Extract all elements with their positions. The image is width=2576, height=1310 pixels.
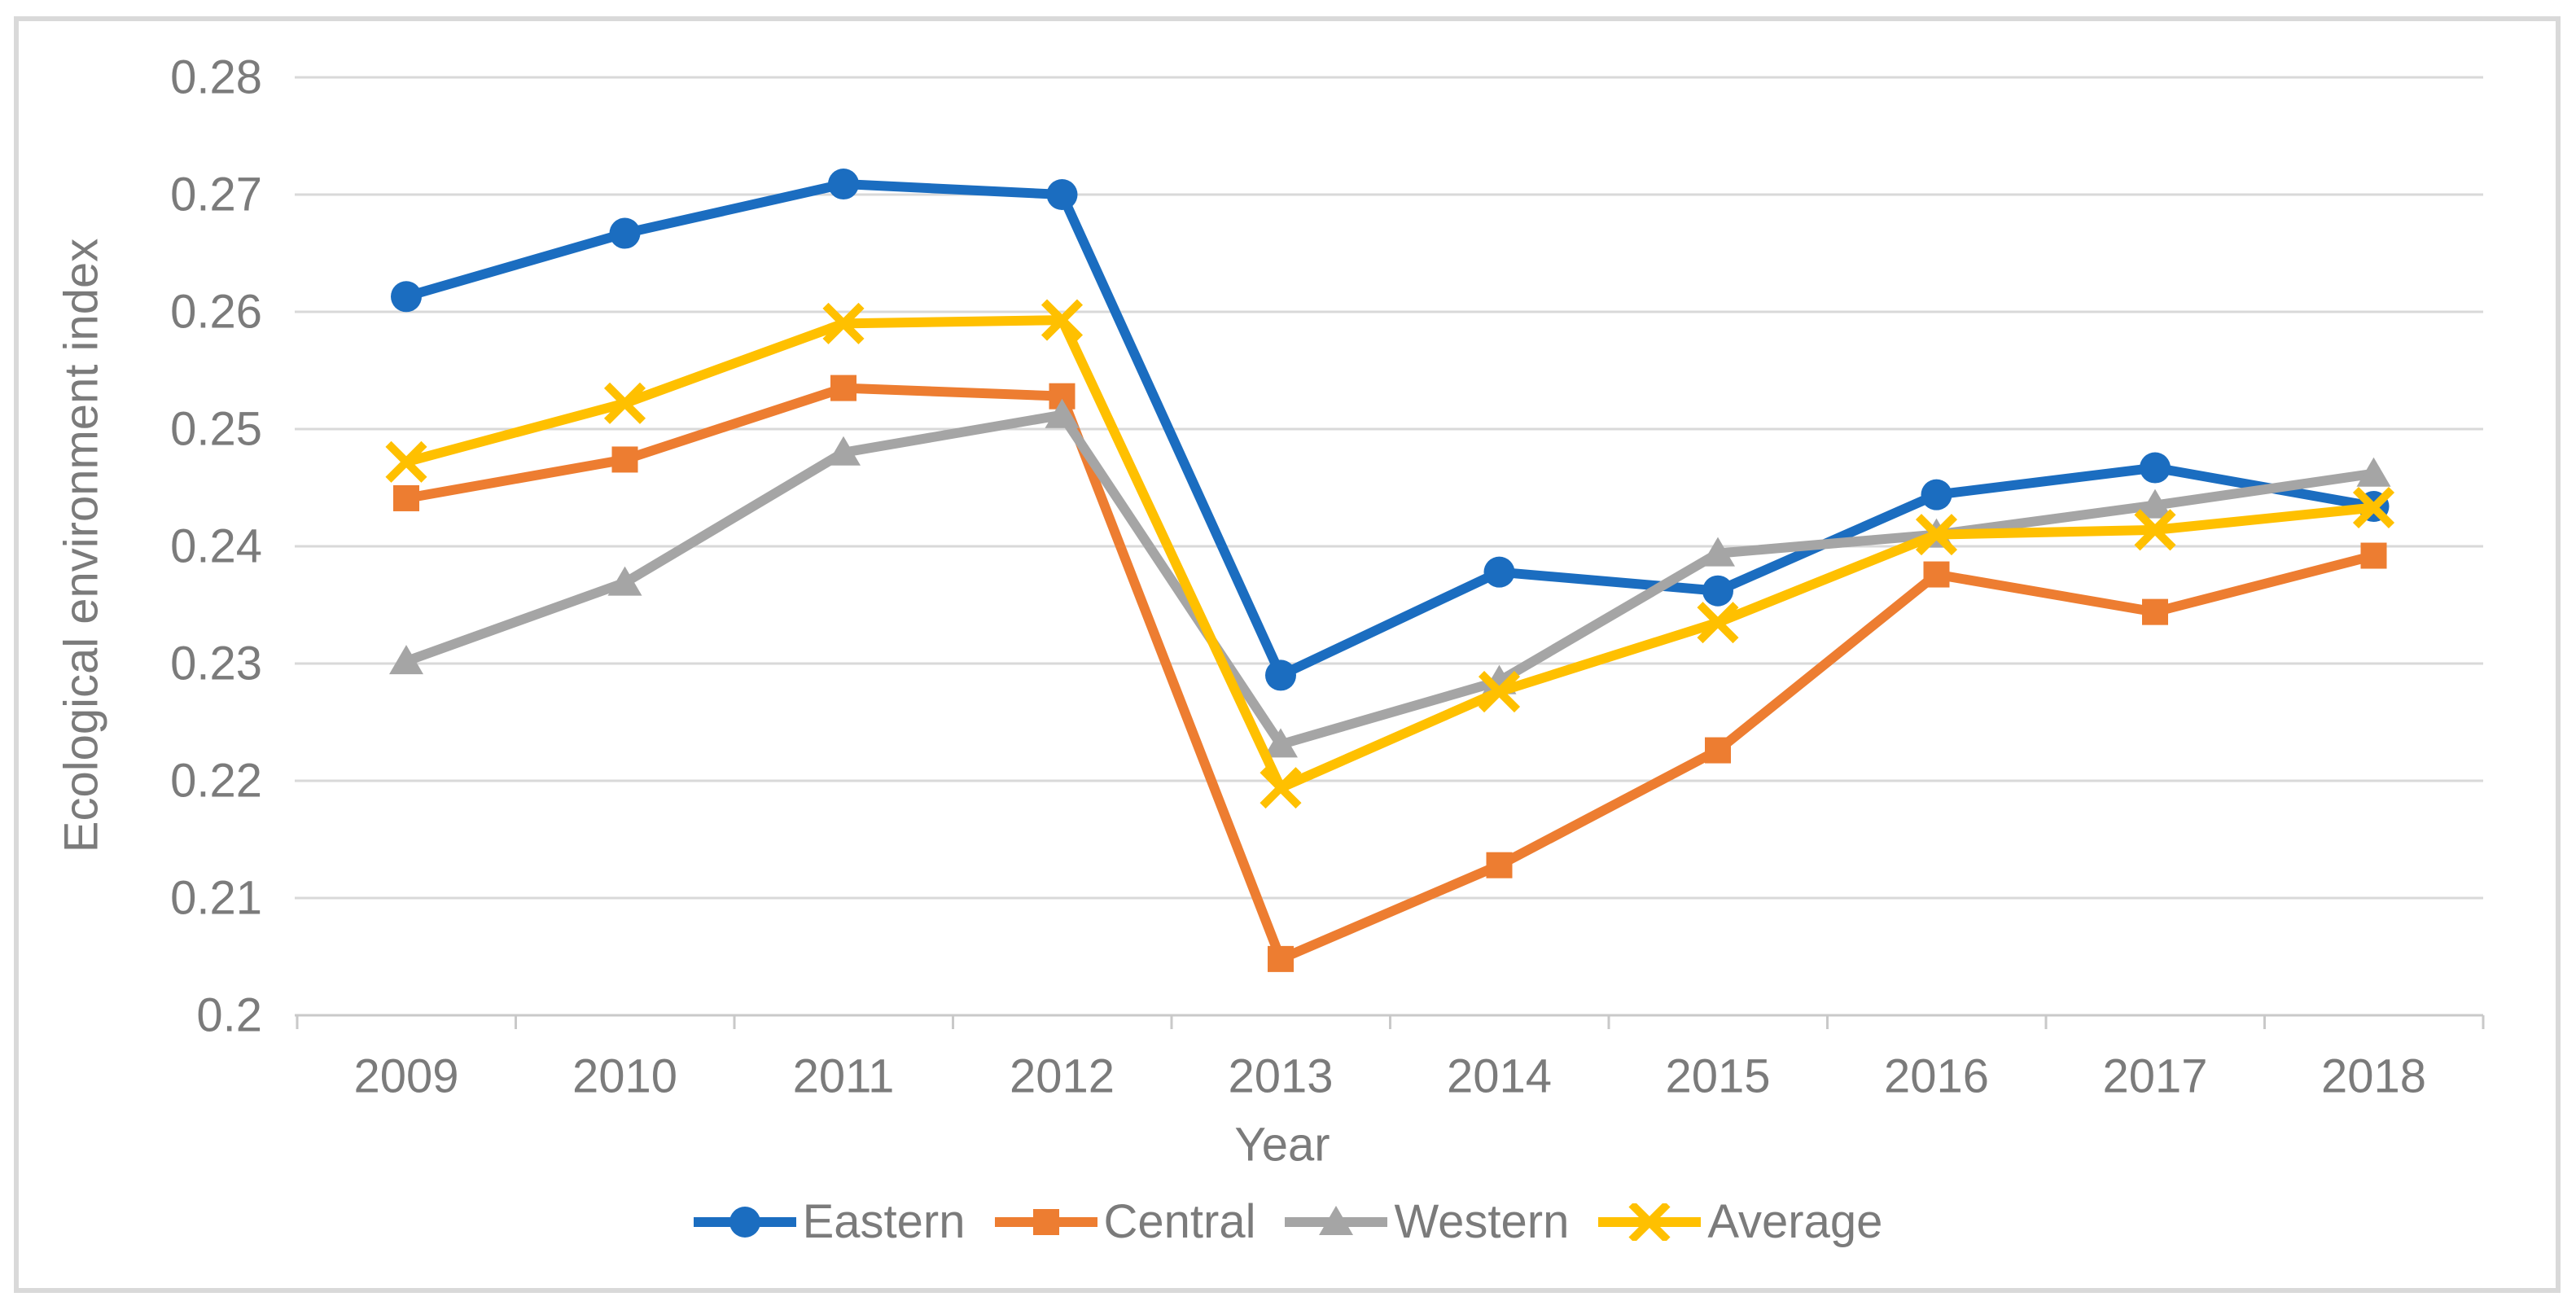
- x-axis-title: Year: [1234, 1118, 1330, 1172]
- central-square-marker-2018: [2360, 542, 2387, 569]
- average-x-marker-2010: [603, 382, 646, 424]
- series-central: [393, 375, 2387, 972]
- western-triangle-marker-2010: [607, 566, 642, 596]
- series-line-western: [404, 410, 2375, 750]
- y-tick-label-0.22: 0.22: [170, 755, 262, 808]
- average-x-marker-2011: [822, 302, 865, 344]
- figure-border: [14, 16, 2561, 1293]
- series-western: [389, 398, 2391, 758]
- average-x-marker-2015: [1697, 602, 1739, 644]
- legend-item-average: Average: [1598, 1198, 1882, 1246]
- x-tick-label-2018: 2018: [2321, 1050, 2426, 1103]
- western-triangle-marker-2015: [1701, 537, 1735, 567]
- y-tick-label-0.23: 0.23: [170, 637, 262, 690]
- x-tick-label-2010: 2010: [572, 1050, 677, 1103]
- eastern-circle-marker-2012: [1046, 179, 1078, 210]
- series-line-average: [405, 315, 2375, 793]
- legend-label-central: Central: [1103, 1195, 1256, 1248]
- y-tick-label-0.2: 0.2: [196, 989, 262, 1042]
- legend-label-eastern: Eastern: [802, 1195, 966, 1248]
- central-square-marker-2015: [1705, 737, 1731, 764]
- y-axis-title: Ecological environment index: [55, 238, 108, 853]
- central-square-marker-icon: [994, 1209, 1097, 1235]
- eastern-circle-marker-2017: [2140, 452, 2171, 484]
- legend-item-western: Western: [1285, 1198, 1569, 1246]
- y-tick-label-0.28: 0.28: [170, 51, 262, 104]
- legend-label-average: Average: [1707, 1195, 1883, 1248]
- eastern-circle-marker-2010: [609, 217, 641, 249]
- x-tick-label-2017: 2017: [2102, 1050, 2207, 1103]
- legend-marker-eastern: [729, 1207, 760, 1238]
- western-triangle-marker-2009: [389, 645, 423, 675]
- legend-marker-central: [1032, 1209, 1059, 1235]
- average-x-marker-2016: [1915, 514, 1958, 556]
- western-triangle-marker-2018: [2356, 457, 2391, 487]
- central-square-marker-2016: [1923, 561, 1950, 588]
- average-x-marker-2009: [385, 440, 427, 483]
- series-line-central: [405, 383, 2375, 964]
- y-tick-label-0.24: 0.24: [170, 520, 262, 573]
- eastern-circle-marker-2016: [1921, 479, 1952, 510]
- average-x-marker-2012: [1040, 299, 1084, 341]
- x-tick-label-2011: 2011: [793, 1050, 895, 1103]
- legend-label-western: Western: [1394, 1195, 1570, 1248]
- western-triangle-marker-2013: [1264, 728, 1298, 758]
- legend-marker-western: [1319, 1206, 1354, 1235]
- central-square-marker-2013: [1268, 945, 1294, 972]
- eastern-circle-marker-2015: [1702, 575, 1733, 607]
- central-square-marker-2010: [611, 446, 638, 473]
- western-triangle-marker-2011: [826, 436, 861, 466]
- western-triangle-marker-2012: [1045, 398, 1080, 428]
- chart-legend: Eastern Central Western Average: [0, 1198, 2576, 1246]
- eastern-circle-marker-2013: [1265, 659, 1296, 691]
- x-tick-label-2014: 2014: [1447, 1050, 1552, 1103]
- x-tick-label-2009: 2009: [353, 1050, 458, 1103]
- average-x-marker-2018: [2352, 486, 2395, 529]
- x-axis-group: 2009 2010 2011 2012 2013 2014 2015 2016 2017 2018: [295, 1014, 2485, 1103]
- series-line-eastern: [405, 179, 2375, 681]
- central-square-marker-2011: [830, 375, 856, 401]
- y-tick-label-0.25: 0.25: [170, 403, 262, 456]
- central-square-marker-2014: [1486, 852, 1513, 878]
- y-tick-label-0.27: 0.27: [170, 169, 262, 221]
- western-triangle-marker-icon: [1285, 1206, 1388, 1235]
- central-square-marker-2009: [393, 484, 419, 511]
- y-tick-label-0.21: 0.21: [170, 872, 262, 925]
- x-tick-label-2015: 2015: [1665, 1050, 1770, 1103]
- x-tick-label-2016: 2016: [1884, 1050, 1989, 1103]
- legend-marker-average: [1628, 1203, 1671, 1241]
- x-tick-label-2013: 2013: [1228, 1050, 1333, 1103]
- eastern-circle-marker-2009: [391, 281, 422, 313]
- western-triangle-marker-2017: [2138, 489, 2172, 519]
- legend-item-eastern: Eastern: [693, 1195, 966, 1248]
- y-tick-label-0.26: 0.26: [170, 286, 262, 339]
- legend-item-central: Central: [994, 1195, 1256, 1248]
- average-x-marker-2014: [1478, 671, 1521, 713]
- average-x-marker-2017: [2134, 509, 2176, 551]
- eastern-circle-marker-2014: [1483, 556, 1515, 588]
- x-tick-label-2012: 2012: [1010, 1050, 1115, 1103]
- central-square-marker-2017: [2142, 598, 2168, 625]
- y-tick-labels-group: 0.28 0.27 0.26 0.25 0.24 0.23 0.22 0.21 0.2: [170, 51, 262, 1042]
- eastern-circle-marker-icon: [693, 1207, 796, 1238]
- series-average: [385, 299, 2395, 809]
- average-x-marker-2013: [1260, 767, 1302, 809]
- eastern-circle-marker-2011: [828, 169, 859, 200]
- average-x-marker-icon: [1598, 1203, 1702, 1241]
